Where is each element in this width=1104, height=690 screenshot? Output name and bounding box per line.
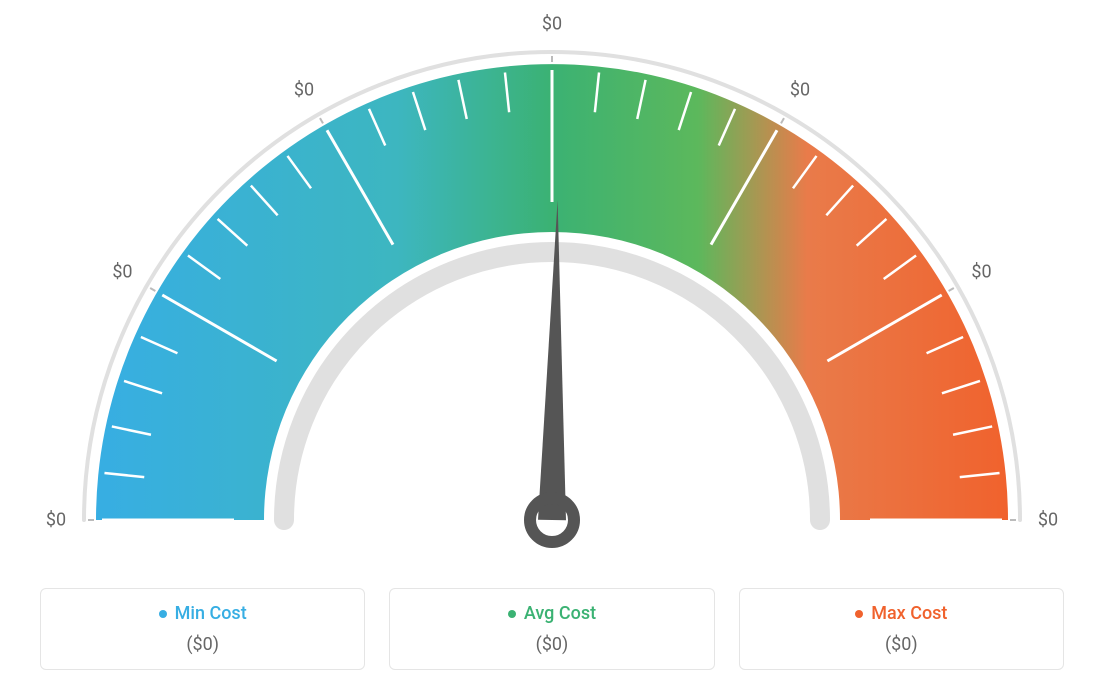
legend-label-avg: Avg Cost <box>508 603 596 624</box>
gauge-tick-label: $0 <box>790 80 810 101</box>
legend-dot-max <box>855 610 863 618</box>
gauge-tick-label: $0 <box>971 262 991 283</box>
legend-label-max: Max Cost <box>855 603 947 624</box>
legend-dot-min <box>159 610 167 618</box>
legend-dot-avg <box>508 610 516 618</box>
legend-row: Min Cost ($0) Avg Cost ($0) Max Cost ($0… <box>40 588 1064 671</box>
legend-card-min: Min Cost ($0) <box>40 588 365 671</box>
legend-value-avg: ($0) <box>400 634 703 655</box>
gauge-tick-label: $0 <box>112 262 132 283</box>
legend-value-min: ($0) <box>51 634 354 655</box>
legend-text-avg: Avg Cost <box>524 603 596 624</box>
gauge-tick-label: $0 <box>294 80 314 101</box>
legend-value-max: ($0) <box>750 634 1053 655</box>
legend-card-avg: Avg Cost ($0) <box>389 588 714 671</box>
legend-card-max: Max Cost ($0) <box>739 588 1064 671</box>
gauge-tick-label: $0 <box>1038 510 1058 531</box>
gauge-tick-label: $0 <box>46 510 66 531</box>
legend-label-min: Min Cost <box>159 603 247 624</box>
legend-text-min: Min Cost <box>175 603 247 624</box>
gauge-tick-label: $0 <box>542 14 562 35</box>
gauge-chart: $0 $0 $0 $0 $0 $0 $0 <box>0 0 1104 560</box>
legend-text-max: Max Cost <box>871 603 947 624</box>
